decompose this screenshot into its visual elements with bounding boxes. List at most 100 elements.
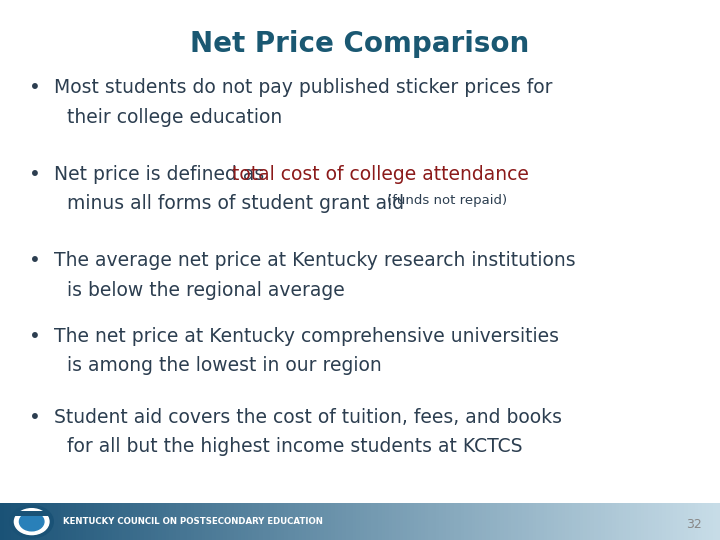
Bar — [220, 503, 225, 540]
Text: Student aid covers the cost of tuition, fees, and books: Student aid covers the cost of tuition, … — [54, 408, 562, 427]
Bar — [61, 503, 66, 540]
Bar — [504, 503, 509, 540]
Bar — [256, 503, 261, 540]
Bar — [342, 503, 347, 540]
Text: KENTUCKY COUNCIL ON POSTSECONDARY EDUCATION: KENTUCKY COUNCIL ON POSTSECONDARY EDUCAT… — [63, 517, 323, 526]
Bar — [328, 503, 333, 540]
Text: •: • — [29, 408, 40, 427]
Bar — [205, 503, 210, 540]
Bar — [385, 503, 390, 540]
Bar — [598, 503, 603, 540]
Bar — [126, 503, 131, 540]
Bar — [493, 503, 498, 540]
Bar — [65, 503, 70, 540]
Bar — [86, 503, 91, 540]
Bar — [562, 503, 567, 540]
Bar — [43, 503, 48, 540]
Bar — [475, 503, 480, 540]
Bar — [18, 503, 23, 540]
Bar — [68, 503, 73, 540]
Bar — [353, 503, 358, 540]
Bar — [241, 503, 246, 540]
Bar — [461, 503, 466, 540]
Bar — [616, 503, 621, 540]
Bar — [346, 503, 351, 540]
Bar — [396, 503, 401, 540]
Bar — [511, 503, 516, 540]
Bar — [684, 503, 689, 540]
Bar — [454, 503, 459, 540]
Bar — [180, 503, 185, 540]
Bar — [29, 503, 34, 540]
Text: •: • — [29, 327, 40, 346]
Bar — [104, 503, 109, 540]
Bar — [166, 503, 171, 540]
Bar — [119, 503, 124, 540]
Bar — [508, 503, 513, 540]
Bar — [421, 503, 426, 540]
Bar — [544, 503, 549, 540]
Bar — [392, 503, 397, 540]
Circle shape — [14, 509, 49, 535]
Bar — [140, 503, 145, 540]
Bar — [248, 503, 253, 540]
Bar — [58, 503, 63, 540]
Bar — [374, 503, 379, 540]
Bar — [551, 503, 556, 540]
Bar — [450, 503, 455, 540]
Bar — [605, 503, 610, 540]
Bar — [295, 503, 300, 540]
Bar — [130, 503, 135, 540]
Bar — [310, 503, 315, 540]
Bar — [234, 503, 239, 540]
Bar — [522, 503, 527, 540]
Bar — [418, 503, 423, 540]
Bar — [580, 503, 585, 540]
Bar — [76, 503, 81, 540]
Bar — [227, 503, 232, 540]
Bar — [302, 503, 307, 540]
Bar — [702, 503, 707, 540]
Text: (funds not repaid): (funds not repaid) — [387, 194, 508, 207]
Bar — [306, 503, 311, 540]
Bar — [659, 503, 664, 540]
Bar — [641, 503, 646, 540]
Text: minus all forms of student grant aid: minus all forms of student grant aid — [67, 194, 410, 213]
Bar — [691, 503, 696, 540]
Bar — [313, 503, 318, 540]
Bar — [223, 503, 228, 540]
Bar — [94, 503, 99, 540]
Bar — [72, 503, 77, 540]
Bar — [191, 503, 196, 540]
Bar — [587, 503, 592, 540]
Bar — [194, 503, 199, 540]
Bar — [299, 503, 304, 540]
Bar — [472, 503, 477, 540]
Text: total cost of college attendance: total cost of college attendance — [232, 165, 528, 184]
Bar — [594, 503, 599, 540]
Bar — [410, 503, 415, 540]
Text: is below the regional average: is below the regional average — [67, 281, 345, 300]
Bar — [680, 503, 685, 540]
Bar — [688, 503, 693, 540]
Bar — [371, 503, 376, 540]
Bar — [202, 503, 207, 540]
Bar — [187, 503, 192, 540]
Text: Most students do not pay published sticker prices for: Most students do not pay published stick… — [54, 78, 552, 97]
Bar — [698, 503, 703, 540]
Bar — [259, 503, 264, 540]
Bar — [335, 503, 340, 540]
Bar — [630, 503, 635, 540]
Bar — [482, 503, 487, 540]
Bar — [526, 503, 531, 540]
Bar — [324, 503, 329, 540]
Bar — [695, 503, 700, 540]
Bar — [112, 503, 117, 540]
Bar — [709, 503, 714, 540]
Bar — [151, 503, 156, 540]
Bar — [666, 503, 671, 540]
Bar — [554, 503, 559, 540]
Bar — [22, 503, 27, 540]
Bar — [360, 503, 365, 540]
Bar — [270, 503, 275, 540]
